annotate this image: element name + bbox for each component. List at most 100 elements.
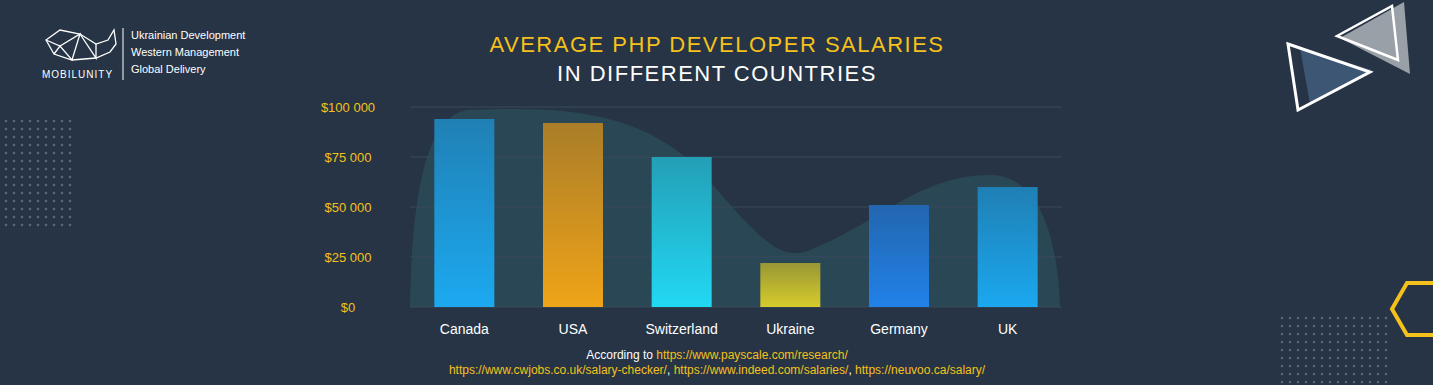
dot: [45, 152, 48, 155]
dot: [1377, 317, 1380, 320]
brand-tagline: Ukrainian Development: [131, 29, 245, 41]
dot: [1281, 317, 1284, 320]
dot: [45, 136, 48, 139]
dot: [1305, 325, 1308, 328]
dot: [1361, 317, 1364, 320]
dot: [61, 152, 64, 155]
dot: [5, 224, 8, 227]
logo-whale: [46, 30, 116, 60]
dot: [29, 208, 32, 211]
dot: [1345, 341, 1348, 344]
dot: [61, 144, 64, 147]
subtitle: IN DIFFERENT COUNTRIES: [557, 61, 877, 86]
title: AVERAGE PHP DEVELOPER SALARIES: [489, 32, 944, 57]
source-text: ,: [848, 363, 855, 377]
dot: [1345, 317, 1348, 320]
dot: [1305, 381, 1308, 384]
dot: [1321, 325, 1324, 328]
grid-line: [410, 207, 1062, 208]
dot: [37, 200, 40, 203]
dot: [29, 128, 32, 131]
dot: [61, 200, 64, 203]
dot: [29, 136, 32, 139]
dot: [61, 120, 64, 123]
dot: [1297, 325, 1300, 328]
dot: [1385, 341, 1388, 344]
dots-left: [5, 120, 72, 227]
tick-label: $75 000: [325, 150, 372, 165]
dot: [69, 160, 72, 163]
dot: [1313, 381, 1316, 384]
dot: [1289, 365, 1292, 368]
dot: [13, 192, 16, 195]
dot: [1361, 341, 1364, 344]
dot: [1353, 373, 1356, 376]
logo-whale-lines: [46, 34, 80, 60]
dot: [5, 128, 8, 131]
dot: [1305, 349, 1308, 352]
dot: [13, 128, 16, 131]
dot: [37, 136, 40, 139]
dot: [29, 144, 32, 147]
dot: [21, 136, 24, 139]
dot: [53, 176, 56, 179]
background-wave: [410, 109, 1060, 307]
bar: [543, 123, 603, 307]
category-label: Ukraine: [766, 321, 814, 337]
dot: [21, 176, 24, 179]
dot: [29, 176, 32, 179]
source-text: According to: [586, 348, 656, 362]
dot: [1377, 325, 1380, 328]
dot: [37, 160, 40, 163]
dot: [1337, 365, 1340, 368]
dot: [21, 192, 24, 195]
dot: [21, 184, 24, 187]
dot: [1297, 373, 1300, 376]
dot: [1353, 365, 1356, 368]
dot: [1313, 341, 1316, 344]
source-link: https://www.payscale.com/research/: [656, 348, 848, 362]
dot: [21, 144, 24, 147]
dot: [1345, 365, 1348, 368]
dot: [1281, 349, 1284, 352]
dot: [45, 208, 48, 211]
dot: [13, 200, 16, 203]
category-label: UK: [998, 321, 1018, 337]
dot: [1385, 357, 1388, 360]
dot: [1281, 373, 1284, 376]
dot: [5, 152, 8, 155]
dot: [29, 216, 32, 219]
source-link: https://www.cwjobs.co.uk/salary-checker/: [449, 363, 668, 377]
dot: [21, 120, 24, 123]
dot: [69, 144, 72, 147]
dot: [1289, 325, 1292, 328]
dot: [1385, 373, 1388, 376]
dot: [1337, 357, 1340, 360]
dot: [1353, 317, 1356, 320]
dot: [37, 168, 40, 171]
dot: [29, 152, 32, 155]
dot: [21, 168, 24, 171]
dot: [45, 216, 48, 219]
dot: [5, 160, 8, 163]
dot: [1369, 341, 1372, 344]
dot: [29, 200, 32, 203]
dot: [13, 144, 16, 147]
dot: [13, 176, 16, 179]
dot: [13, 152, 16, 155]
bars: [434, 119, 1037, 307]
dot: [1281, 333, 1284, 336]
bar: [434, 119, 494, 307]
dot: [1321, 373, 1324, 376]
dot: [13, 208, 16, 211]
dot: [37, 208, 40, 211]
dot: [37, 176, 40, 179]
dot: [1305, 317, 1308, 320]
dot: [1321, 381, 1324, 384]
dot: [29, 184, 32, 187]
dot: [61, 224, 64, 227]
dot: [1289, 381, 1292, 384]
dot: [1281, 357, 1284, 360]
dot: [1321, 349, 1324, 352]
grid-line: [410, 307, 1062, 308]
